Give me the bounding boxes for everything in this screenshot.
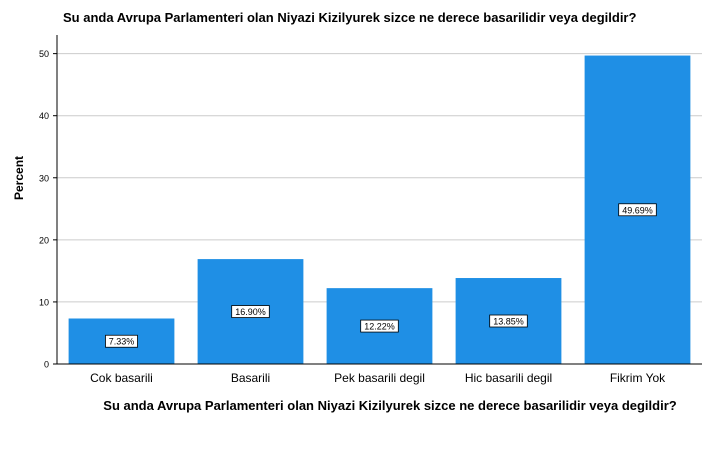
y-tick-label: 50 <box>39 49 49 59</box>
data-label: 49.69% <box>622 205 653 215</box>
x-tick-label: Basarili <box>231 371 270 385</box>
chart-title: Su anda Avrupa Parlamenteri olan Niyazi … <box>63 10 637 25</box>
data-label-box <box>618 203 657 217</box>
data-label-box <box>489 314 528 328</box>
x-tick-label: Pek basarili degil <box>334 371 425 385</box>
data-label: 7.33% <box>109 337 135 347</box>
x-tick-label: Cok basarili <box>90 371 153 385</box>
x-tick-label: Hic basarili degil <box>465 371 552 385</box>
x-axis-title: Su anda Avrupa Parlamenteri olan Niyazi … <box>103 398 677 413</box>
y-tick-label: 20 <box>39 235 49 245</box>
data-label-box <box>105 334 138 348</box>
data-label: 12.22% <box>364 322 395 332</box>
data-label-box <box>231 305 270 318</box>
data-label: 16.90% <box>235 307 266 317</box>
data-label-box <box>360 319 399 333</box>
y-tick-label: 0 <box>44 360 49 370</box>
y-tick-label: 10 <box>39 297 49 307</box>
data-label: 13.85% <box>493 317 524 327</box>
y-tick-label: 40 <box>39 111 49 121</box>
y-tick-label: 30 <box>39 173 49 183</box>
x-tick-label: Fikrim Yok <box>610 371 666 385</box>
